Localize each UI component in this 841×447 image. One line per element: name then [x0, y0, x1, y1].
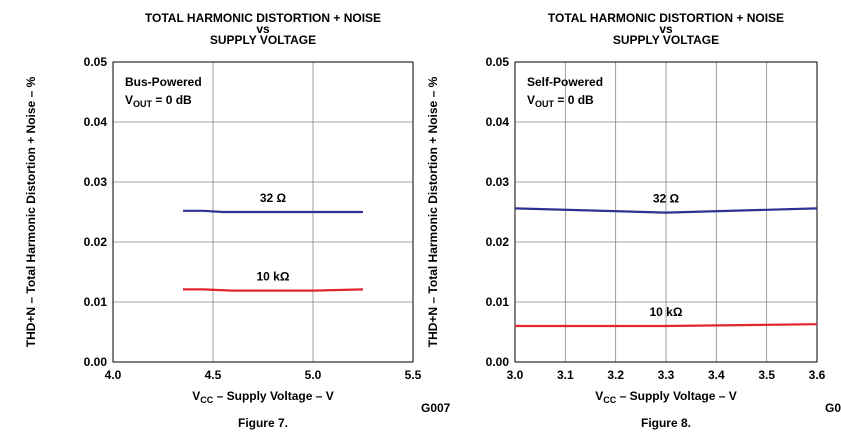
x-tick-label: 3.2	[607, 368, 624, 382]
x-axis-label-part: V	[192, 389, 200, 403]
figure-caption: Figure 7.	[238, 416, 288, 430]
figure-code: G007	[421, 401, 451, 415]
y-tick-label: 0.04	[84, 115, 108, 129]
y-tick-label: 0.01	[84, 295, 108, 309]
x-axis-label: VCC – Supply Voltage – V	[192, 389, 334, 405]
y-tick-label: 0.03	[84, 175, 108, 189]
x-axis-label-part: V	[595, 389, 603, 403]
condition-line: VOUT = 0 dB	[527, 93, 594, 109]
chart-title: vs	[659, 22, 673, 36]
series-label: 10 kΩ	[650, 305, 683, 319]
series-label: 32 Ω	[260, 191, 287, 205]
y-tick-label: 0.01	[486, 295, 510, 309]
series-label: 10 kΩ	[257, 270, 290, 284]
condition-title: Self-Powered	[527, 75, 603, 89]
chart-title: SUPPLY VOLTAGE	[613, 33, 719, 47]
x-tick-label: 3.4	[708, 368, 725, 382]
x-tick-label: 4.0	[105, 368, 122, 382]
series-line	[514, 207, 818, 214]
x-axis-label-part: CC	[603, 395, 616, 405]
condition-title: Bus-Powered	[125, 75, 202, 89]
y-tick-label: 0.00	[84, 355, 108, 369]
condition-line: VOUT = 0 dB	[125, 93, 192, 109]
series-line	[515, 323, 818, 328]
condition-part: V	[125, 93, 133, 107]
x-tick-label: 3.3	[658, 368, 675, 382]
x-tick-label: 4.5	[205, 368, 222, 382]
y-axis-label: THD+N – Total Harmonic Distortion + Nois…	[426, 76, 440, 347]
figure-caption: Figure 8.	[641, 416, 691, 430]
condition-part: OUT	[535, 99, 555, 109]
x-tick-label: 3.5	[758, 368, 775, 382]
x-tick-label: 3.6	[809, 368, 826, 382]
condition-part: = 0 dB	[152, 93, 192, 107]
figure-code: G008	[825, 401, 841, 415]
x-tick-label: 3.1	[557, 368, 574, 382]
plot-frame	[514, 61, 818, 363]
condition-part: V	[527, 93, 535, 107]
y-tick-label: 0.02	[84, 235, 108, 249]
x-tick-label: 5.5	[405, 368, 422, 382]
y-tick-label: 0.04	[486, 115, 510, 129]
y-tick-label: 0.05	[84, 55, 108, 69]
x-tick-label: 5.0	[305, 368, 322, 382]
x-axis-label-part: – Supply Voltage – V	[213, 389, 333, 403]
condition-part: OUT	[133, 99, 153, 109]
x-axis-label-part: CC	[200, 395, 213, 405]
chart: TOTAL HARMONIC DISTORTION + NOISEvsSUPPL…	[426, 11, 841, 430]
y-tick-label: 0.03	[486, 175, 510, 189]
chart-title: SUPPLY VOLTAGE	[210, 33, 316, 47]
condition-part: = 0 dB	[554, 93, 594, 107]
y-tick-label: 0.00	[486, 355, 510, 369]
x-tick-label: 3.0	[507, 368, 524, 382]
chart: TOTAL HARMONIC DISTORTION + NOISEvsSUPPL…	[24, 11, 451, 430]
x-axis-label: VCC – Supply Voltage – V	[595, 389, 737, 405]
plot-frame	[112, 61, 414, 363]
series-line	[183, 288, 364, 292]
x-axis-label-part: – Supply Voltage – V	[616, 389, 736, 403]
y-axis-label: THD+N – Total Harmonic Distortion + Nois…	[24, 76, 38, 347]
y-tick-label: 0.05	[486, 55, 510, 69]
series-line	[183, 209, 363, 214]
y-tick-label: 0.02	[486, 235, 510, 249]
chart-title: TOTAL HARMONIC DISTORTION + NOISE	[145, 11, 381, 25]
series-label: 32 Ω	[653, 192, 680, 206]
chart-title: vs	[256, 22, 270, 36]
chart-title: TOTAL HARMONIC DISTORTION + NOISE	[548, 11, 784, 25]
